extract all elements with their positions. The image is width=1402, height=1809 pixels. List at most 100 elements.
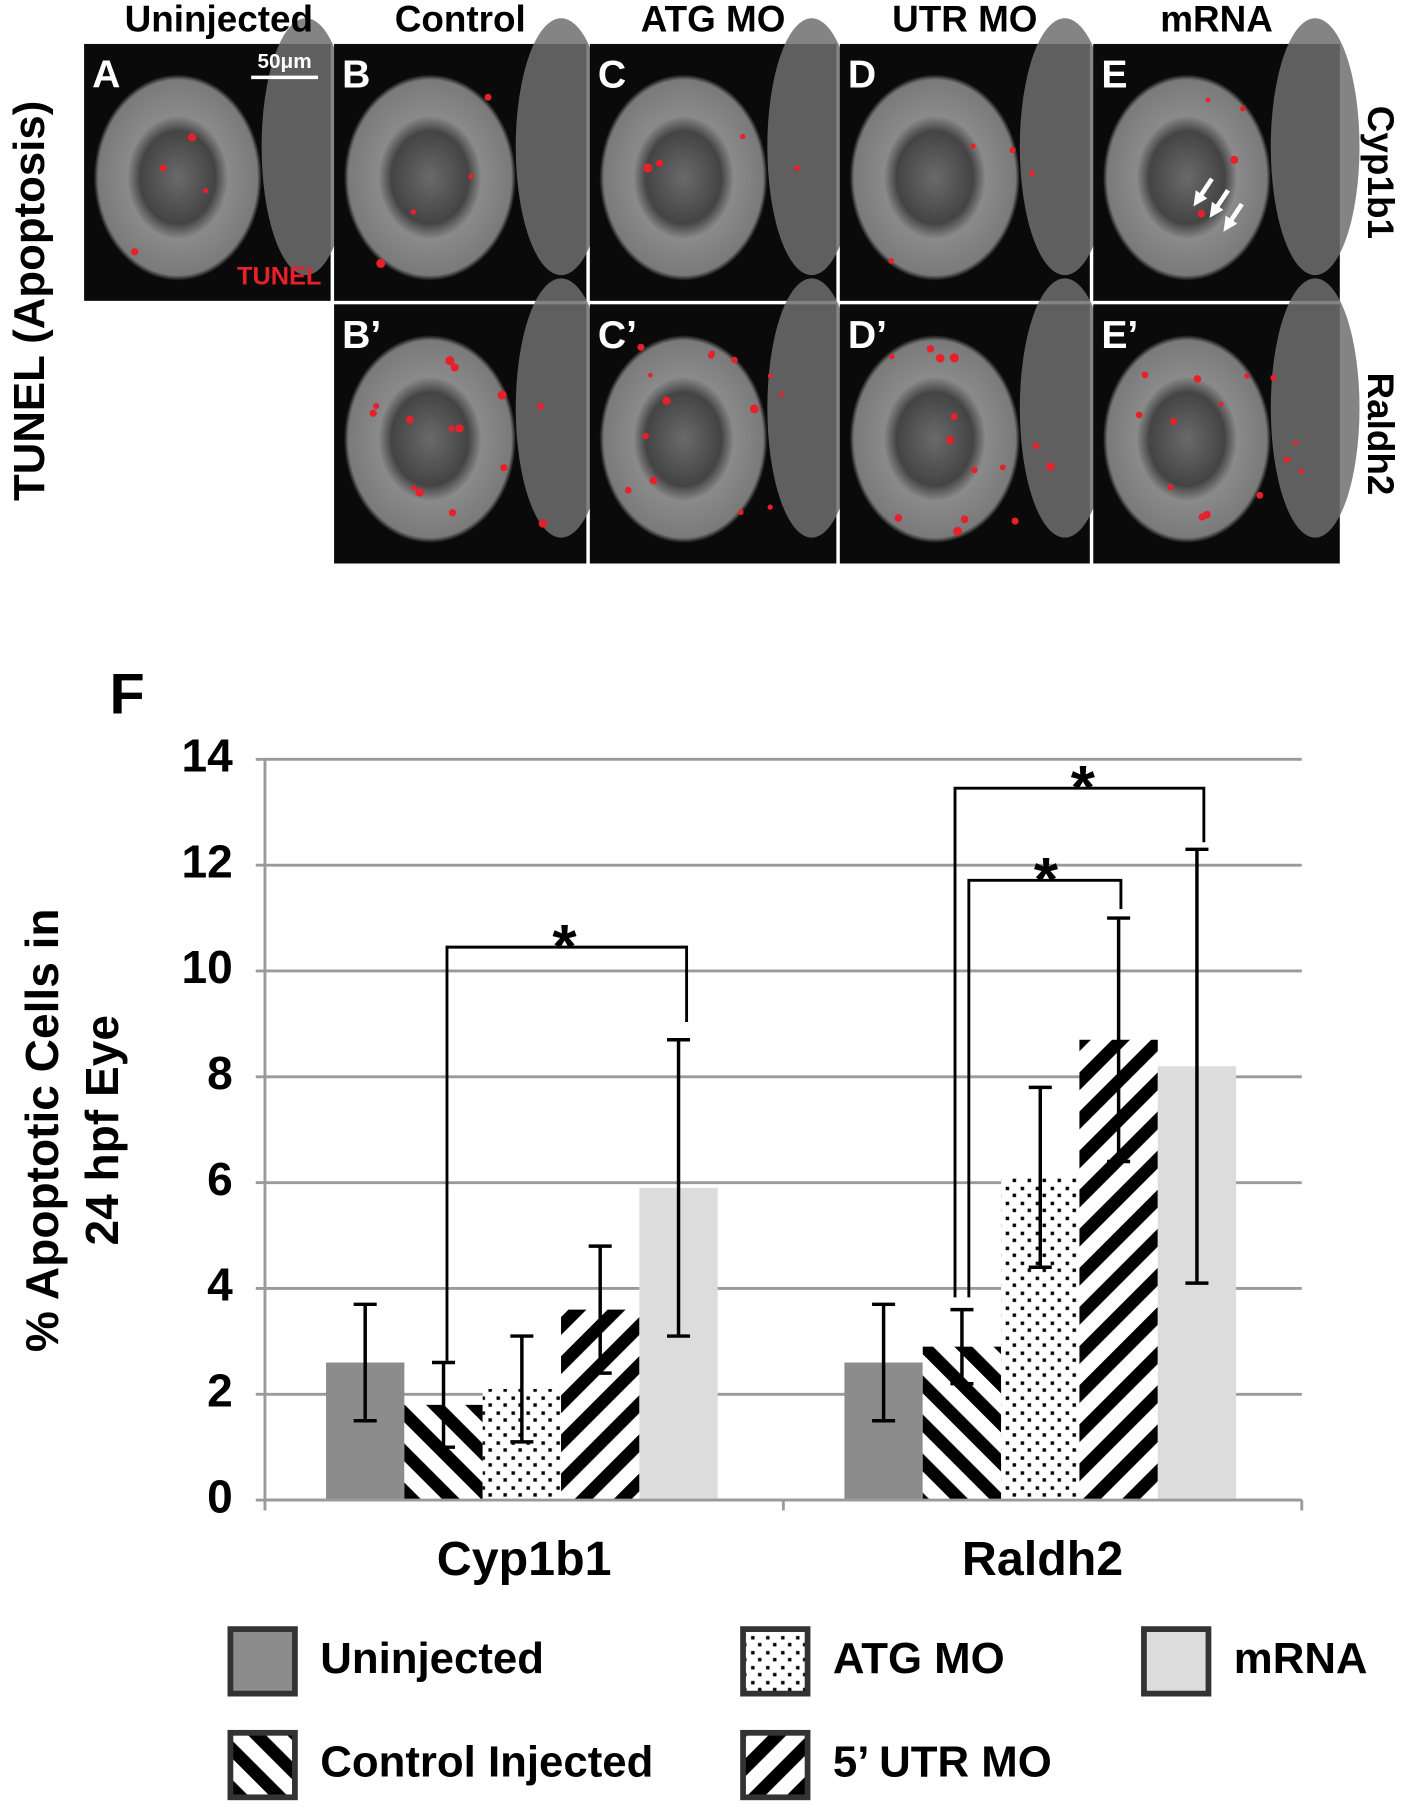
- panel-letter: B: [342, 54, 370, 97]
- error-bar: [950, 1307, 974, 1386]
- panel-letter: A: [92, 54, 120, 97]
- eye-cup: [849, 74, 1020, 281]
- column-header: Uninjected: [125, 0, 313, 39]
- micrograph: [839, 18, 1110, 301]
- significance-bracket: [967, 878, 1123, 1298]
- tunel-signal: [1198, 513, 1206, 521]
- tunel-signal: [373, 402, 380, 410]
- tunel-signal: [953, 526, 962, 536]
- micrograph: [589, 18, 857, 301]
- tunel-signal: [1197, 209, 1206, 218]
- tissue: [515, 278, 607, 538]
- y-tick-label: 8: [207, 1047, 233, 1099]
- tunel-signal: [1141, 371, 1149, 379]
- micrograph: [84, 18, 351, 301]
- y-axis-label: 24 hpf Eye: [76, 1015, 128, 1245]
- row-label: Raldh2: [1360, 372, 1401, 495]
- tissue: [1270, 18, 1360, 276]
- legend-label: 5’ UTR MO: [833, 1738, 1052, 1787]
- tunel-signal: [1167, 484, 1174, 491]
- legend-swatch: [740, 1729, 811, 1801]
- panel-letter: D’: [848, 314, 887, 357]
- tunel-signal: [406, 415, 414, 424]
- tissue: [1019, 278, 1110, 538]
- tunel-signal: [1256, 491, 1264, 499]
- panel-letter: E’: [1101, 314, 1138, 357]
- legend-swatch: [227, 1626, 298, 1697]
- arrow-head: [1193, 190, 1208, 207]
- tunel-signal: [662, 396, 671, 405]
- legend-label: mRNA: [1234, 1634, 1368, 1683]
- tissue: [261, 18, 351, 276]
- legend-label: Uninjected: [320, 1634, 544, 1683]
- tunel-signal: [1170, 417, 1177, 425]
- panel-letter: C: [598, 54, 626, 97]
- stain-label: TUNEL: [237, 263, 321, 291]
- tunel-signal: [894, 514, 903, 522]
- panel-letter: B’: [342, 314, 381, 357]
- tunel-signal: [410, 209, 417, 215]
- error-bar: [872, 1302, 896, 1423]
- arrow-head: [1223, 215, 1238, 232]
- error-bar: [510, 1334, 534, 1444]
- tunel-signal: [203, 187, 209, 194]
- tunel-signal: [794, 165, 800, 172]
- legend-swatch: [740, 1626, 811, 1697]
- micrograph: [334, 18, 607, 301]
- eye-cup: [344, 335, 516, 543]
- tunel-signal: [468, 173, 474, 180]
- tunel-signal: [889, 353, 895, 360]
- side-label: TUNEL (Apoptosis): [5, 101, 54, 501]
- eye-cup: [1103, 335, 1271, 543]
- micrograph: [334, 278, 607, 564]
- tunel-signal: [159, 164, 167, 172]
- micrograph: [1093, 18, 1360, 301]
- micrograph: [589, 278, 857, 564]
- tunel-signal: [643, 163, 653, 173]
- panel-letter: E: [1101, 54, 1127, 97]
- tunel-signal: [926, 345, 935, 353]
- tunel-signal: [376, 258, 386, 268]
- tunel-signal: [1029, 170, 1035, 177]
- y-tick-label: 2: [207, 1364, 233, 1416]
- eye-cup: [1103, 74, 1271, 281]
- tunel-signal: [1011, 517, 1019, 525]
- tunel-signal: [648, 372, 653, 378]
- eye-cup: [599, 74, 768, 281]
- column-header: ATG MO: [641, 0, 786, 39]
- tunel-signal: [888, 258, 895, 264]
- tunel-signal: [1283, 456, 1291, 463]
- y-tick-label: 10: [181, 941, 232, 993]
- column-header: Control: [395, 0, 526, 39]
- tunel-signal: [537, 403, 544, 410]
- tunel-signal: [767, 373, 773, 379]
- tunel-signal: [749, 404, 759, 414]
- x-tick-label: Raldh2: [962, 1532, 1123, 1586]
- tunel-signal: [707, 352, 715, 359]
- error-bar: [1028, 1085, 1052, 1270]
- tunel-signal: [497, 390, 507, 400]
- y-tick-label: 4: [207, 1259, 233, 1311]
- tunel-signal: [960, 515, 969, 524]
- panel-letter: D: [848, 54, 876, 97]
- tunel-signal: [731, 356, 738, 364]
- significance-bracket: [953, 786, 1206, 1298]
- significance-label: *: [1034, 846, 1059, 915]
- chart-label: F: [109, 663, 144, 727]
- tunel-signal: [1230, 155, 1239, 164]
- tunel-signal: [484, 93, 492, 101]
- tissue: [1019, 18, 1110, 276]
- y-tick-label: 12: [181, 835, 232, 887]
- y-tick-label: 0: [207, 1470, 233, 1522]
- tunel-signal: [649, 476, 658, 485]
- tunel-signal: [1298, 468, 1304, 474]
- significance-label: *: [1071, 754, 1096, 823]
- tunel-signal: [1270, 374, 1277, 381]
- tunel-signal: [1046, 462, 1055, 471]
- tunel-signal: [1205, 97, 1211, 103]
- tunel-signal: [411, 485, 417, 491]
- error-bar: [353, 1302, 377, 1423]
- eye-cup: [599, 335, 768, 543]
- tunel-signal: [130, 248, 139, 256]
